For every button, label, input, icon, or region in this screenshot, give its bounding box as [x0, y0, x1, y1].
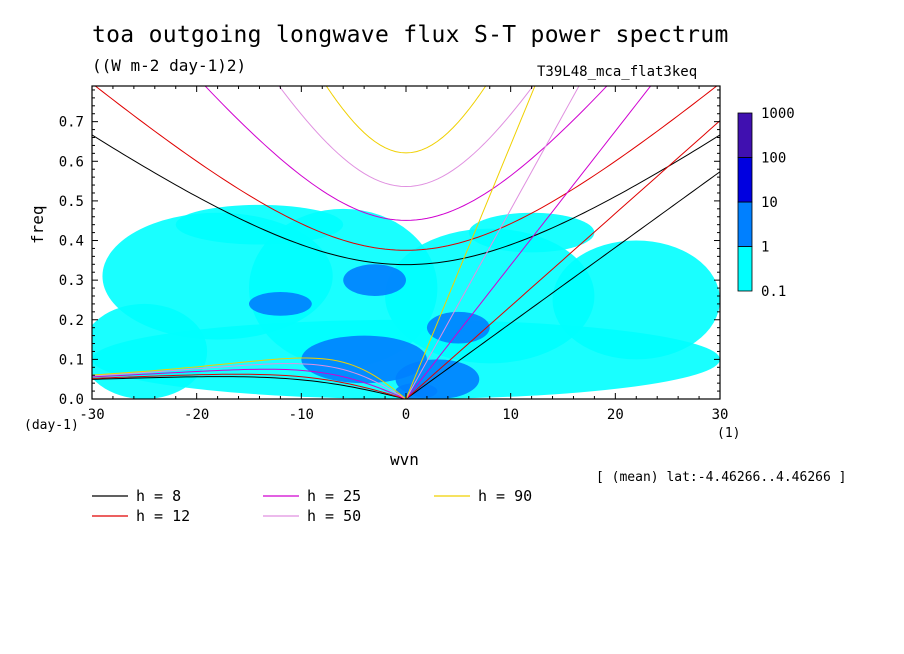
- power-region-1-blob-4: [426, 311, 490, 344]
- y-tick-label: 0.2: [59, 313, 84, 329]
- colorbar-swatch: [737, 112, 753, 158]
- curve-legend: h = 8 h = 12 h = 25 h = 50 h = 90: [92, 487, 532, 525]
- rossby-curve-90: [92, 357, 407, 399]
- dispersion-curves: [92, 86, 720, 399]
- run-label: T39L48_mca_flat3keq: [537, 64, 698, 80]
- power-region-0-blob-6: [175, 204, 344, 245]
- legend-entry: h = 12: [136, 507, 190, 525]
- colorbar-label: 1000: [761, 106, 795, 122]
- legend-entry: h = 8: [136, 487, 181, 505]
- x-tick-label: 10: [502, 407, 519, 423]
- kelvin-curve-25: [405, 86, 652, 399]
- rossby-curve-25: [92, 368, 407, 399]
- gravity-curve-90: [325, 86, 487, 154]
- x-tick-label: -30: [79, 407, 104, 423]
- x-axis-label: wvn: [390, 450, 419, 469]
- y-tick-label: 0.3: [59, 273, 84, 289]
- gravity-curve-50: [278, 86, 534, 188]
- y-tick-label: 0.0: [59, 392, 84, 408]
- y-tick-label: 0.7: [59, 115, 84, 131]
- y-tick-label: 0.5: [59, 194, 84, 210]
- gravity-curve-12: [94, 86, 718, 251]
- power-region-1-blob-3: [343, 264, 406, 296]
- kelvin-curve-90: [405, 86, 536, 399]
- power-region-0-blob-7: [468, 212, 595, 253]
- colorbar-label: 100: [761, 151, 786, 167]
- power-region-1-blob-0: [301, 335, 427, 384]
- colorbar-label: 10: [761, 195, 778, 211]
- colorbar-swatch: [737, 201, 753, 247]
- colorbar-label: 1: [761, 240, 769, 256]
- rossby-curve-12: [92, 373, 407, 399]
- y-tick-label: 0.1: [59, 352, 84, 368]
- x-tick-label: 20: [607, 407, 624, 423]
- chart-subtitle: ((W m-2 day-1)2): [92, 56, 247, 75]
- x-tick-label: -10: [289, 407, 314, 423]
- rossby-curve-50: [92, 363, 407, 399]
- y-tick-label: 0.4: [59, 234, 84, 250]
- y-tick-label: 0.6: [59, 154, 84, 170]
- colorbar-swatch: [737, 157, 753, 203]
- colorbar-label: 0.1: [761, 284, 786, 300]
- kelvin-curve-50: [405, 86, 580, 399]
- gravity-curve-8: [92, 134, 720, 266]
- kelvin-curve-12: [405, 120, 720, 399]
- kelvin-curve-8: [405, 171, 720, 399]
- y-axis-unit: (day-1): [24, 418, 79, 433]
- x-tick-label: -20: [184, 407, 209, 423]
- x-tick-label: 30: [712, 407, 729, 423]
- gravity-curve-25: [204, 86, 608, 221]
- legend-entry: h = 50: [307, 507, 361, 525]
- latitude-note: [ (mean) lat:-4.46266..4.46266 ]: [596, 470, 847, 485]
- axis-ticks: -30 -20 -10 0 10 20 30 0.0 0.1 0.2 0.3 0.4 0.5 0.6 0.7: [59, 86, 729, 423]
- chart-title: toa outgoing longwave flux S-T power spe…: [92, 22, 729, 48]
- legend-entry: h = 25: [307, 487, 361, 505]
- legend-entry: h = 90: [478, 487, 532, 505]
- rossby-curve-8: [92, 376, 407, 399]
- x-tick-label: 0: [402, 407, 410, 423]
- colorbar-swatch: [737, 246, 753, 292]
- power-region-1-blob-2: [249, 292, 312, 316]
- colorbar: 0.1 1 10 100 1000: [737, 106, 795, 300]
- x-axis-unit: (1): [717, 426, 741, 441]
